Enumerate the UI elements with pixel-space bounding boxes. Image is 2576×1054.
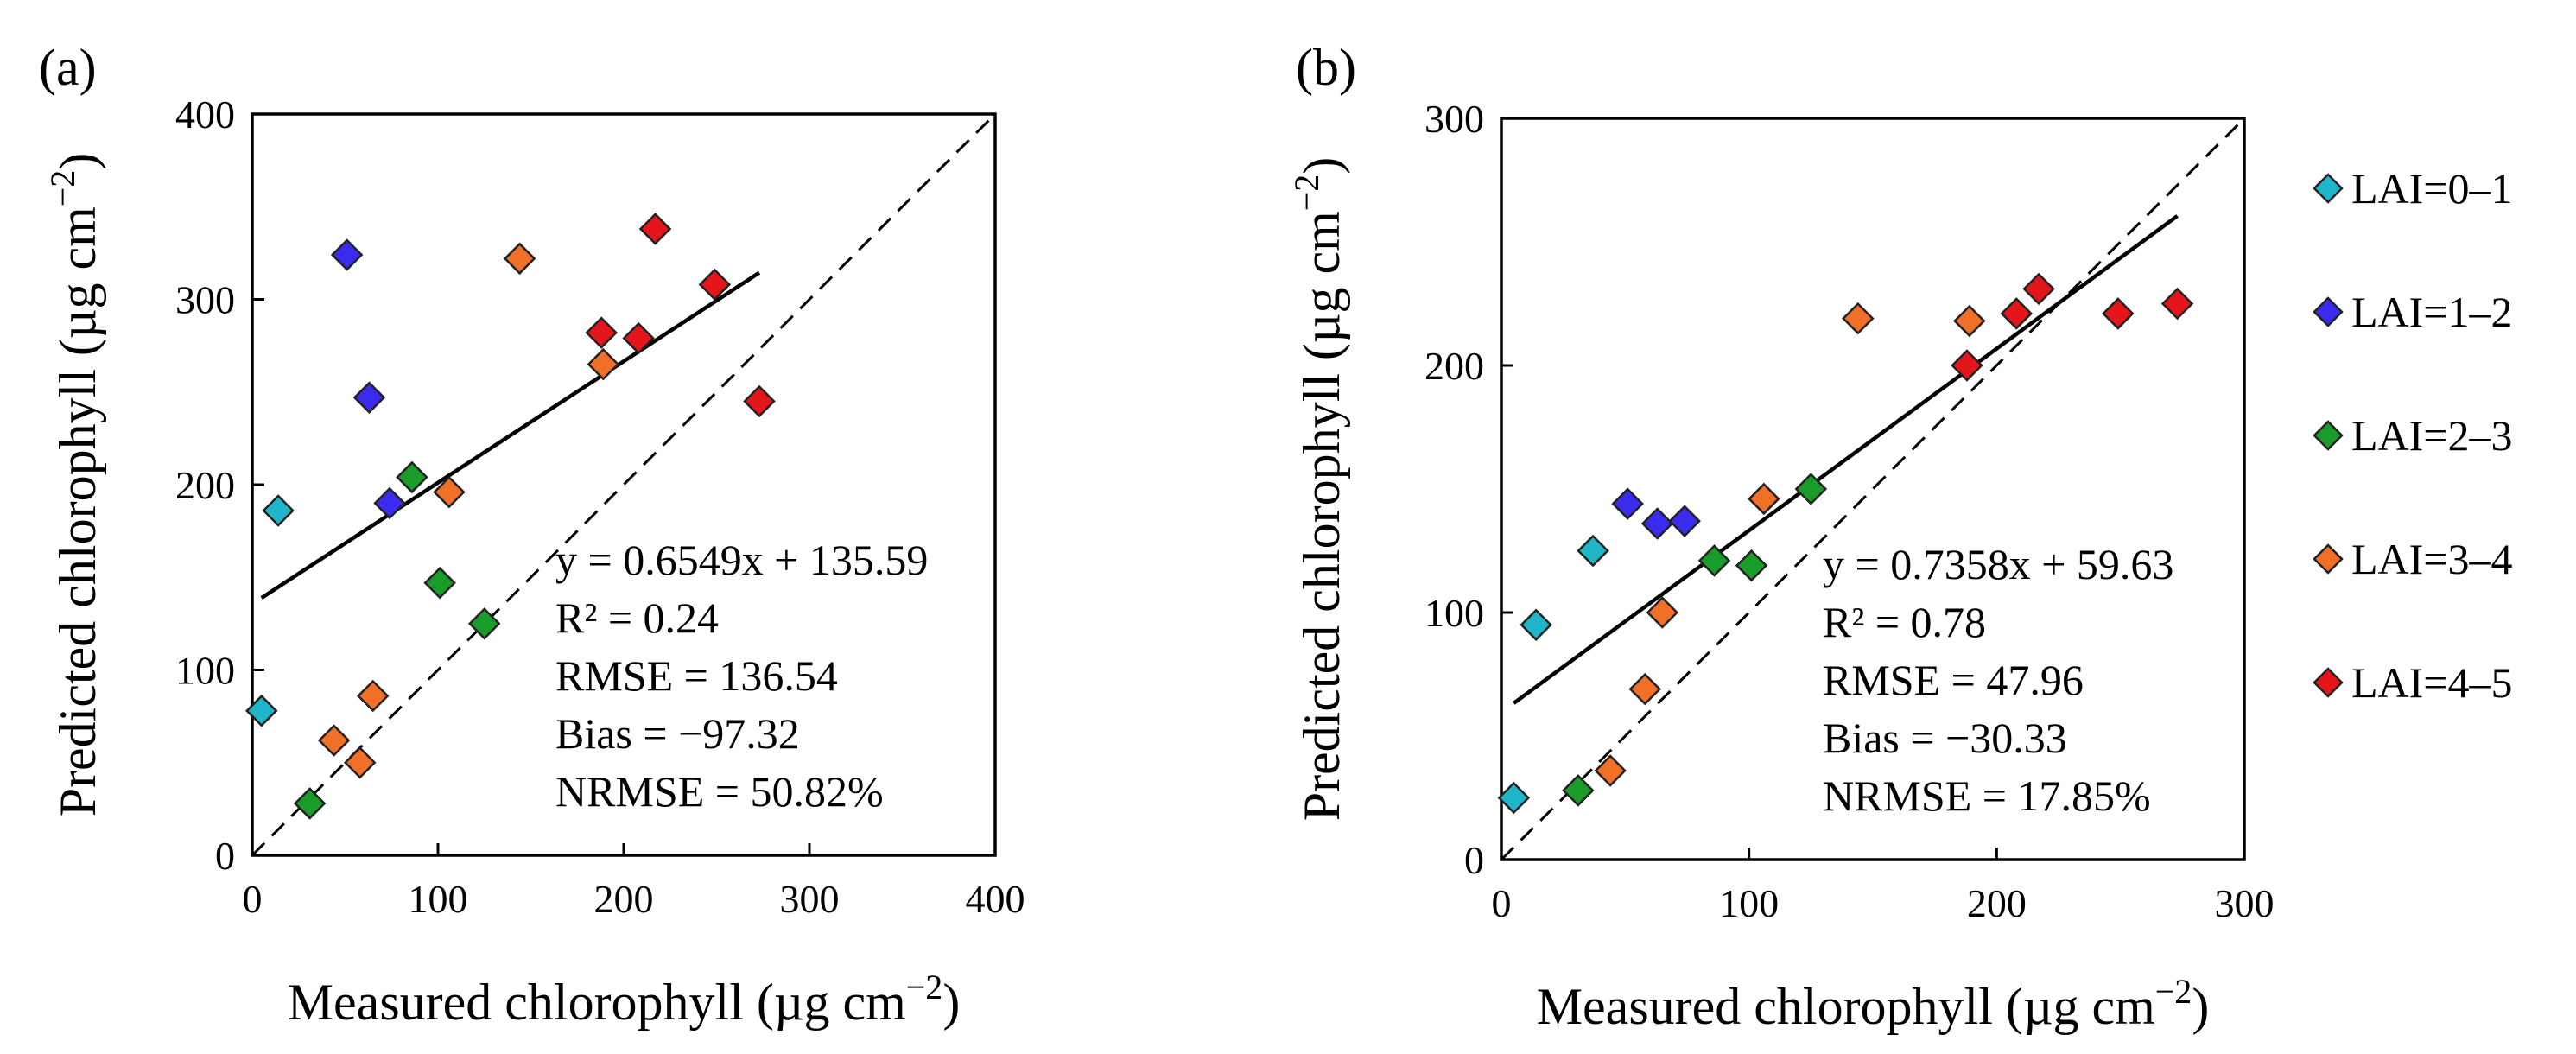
panel-a-y-tick-label: 300 [175, 278, 235, 322]
panel-b-data-point [2022, 272, 2055, 306]
legend-label: LAI=4–5 [2351, 658, 2513, 707]
panel-b-y-axis-title: Predicted chlorophyll (µg cm−2) [1287, 157, 1350, 822]
panel-a-x-tick-label: 100 [409, 877, 468, 921]
panel-a: (a) 0 100 200 300 400 0 100 200 300 400 y = 0.654… [39, 39, 1025, 1031]
panel-a-data-point [638, 213, 672, 245]
panel-b-data-point [1577, 534, 1609, 568]
panel-a-fit-line [260, 270, 761, 600]
panel-a-data-point [343, 746, 377, 779]
panel-a-data-point [587, 347, 620, 381]
panel-b-data-point [1794, 473, 1828, 505]
panel-b-x-tick-label: 300 [2215, 881, 2275, 925]
panel-b-data-point [1646, 596, 1679, 629]
panel-a-x-tick-label: 0 [243, 877, 263, 921]
legend-marker [2313, 420, 2344, 451]
panel-b-y-tick-label: 300 [1424, 97, 1484, 141]
panel-b-x-tick-label: 100 [1719, 881, 1779, 925]
panel-b-stat-equation: y = 0.7358x + 59.63 [1823, 540, 2173, 588]
panel-b-data-point [1735, 549, 1768, 582]
legend-label: LAI=2–3 [2351, 411, 2513, 460]
panel-a-data-point [467, 607, 501, 640]
panel-b-data-point [1497, 781, 1531, 815]
panel-a-stat-r2: R² = 0.24 [555, 594, 719, 642]
panel-a-data-point [352, 381, 386, 414]
panel-b-data-point [1640, 507, 1674, 540]
panel-a-data-point [423, 566, 456, 600]
panel-a-data-point [585, 316, 618, 349]
panel-a-data-point [396, 460, 428, 494]
panel-b-fit-line [1513, 214, 2179, 705]
panel-b-data-point [2102, 297, 2135, 330]
panel-b-data-point [1520, 608, 1552, 642]
panel-a-one-to-one-line [251, 112, 997, 857]
panel-b-data-point [1611, 487, 1644, 520]
panel-a-y-tick-label: 400 [175, 92, 235, 137]
panel-a-y-axis-title: Predicted chlorophyll (µg cm−2) [43, 153, 106, 817]
legend-label: LAI=0–1 [2351, 164, 2513, 213]
panel-b-data-point [1842, 302, 1875, 335]
legend-label: LAI=1–2 [2351, 288, 2513, 336]
panel-b-plot-frame [1500, 117, 2246, 861]
panel-b-stat-rmse: RMSE = 47.96 [1823, 656, 2084, 704]
panel-b-data-point [1748, 482, 1780, 516]
panel-b-marks: 0 100 200 300 0 100 200 300 [1424, 97, 2275, 925]
panel-b-data-point [1697, 544, 1731, 577]
panel-b-one-to-one-line [1500, 117, 2246, 861]
panel-a-stat-equation: y = 0.6549x + 135.59 [555, 536, 928, 584]
panel-b: (b) 0 100 200 300 0 100 200 300 y = 0.7358x + 5… [1287, 39, 2275, 1035]
panel-b-data-point [1951, 349, 1983, 382]
panel-a-stat-nrmse: NRMSE = 50.82% [555, 767, 884, 816]
panel-a-stat-rmse: RMSE = 136.54 [555, 651, 838, 700]
panel-b-x-tick-label: 0 [1492, 881, 1512, 925]
panel-b-data-point [1953, 304, 1986, 338]
panel-a-x-tick-label: 200 [594, 877, 654, 921]
panel-a-data-point [244, 694, 278, 727]
panel-b-x-axis-title: Measured chlorophyll (µg cm−2) [1537, 972, 2210, 1035]
panel-a-stat-bias: Bias = −97.32 [555, 709, 800, 758]
legend: LAI=0–1 LAI=1–2 LAI=2–3 LAI=3–4 LAI=4–5 [2313, 164, 2513, 707]
panel-a-data-point [743, 384, 776, 418]
panel-a-data-point [293, 787, 327, 820]
panel-a-marks: 0 100 200 300 400 0 100 200 300 400 [175, 92, 1025, 921]
panel-a-data-point [330, 238, 364, 271]
panel-b-stat-bias: Bias = −30.33 [1823, 714, 2067, 762]
legend-marker [2313, 173, 2344, 204]
panel-b-stat-nrmse: NRMSE = 17.85% [1823, 771, 2151, 820]
legend-marker [2313, 543, 2344, 575]
panel-a-x-tick-label: 300 [780, 877, 840, 921]
panel-b-data-point [2160, 287, 2194, 321]
panel-b-data-point [1562, 774, 1595, 807]
panel-b-data-point [1628, 672, 1662, 706]
panel-b-data-point [1594, 754, 1627, 787]
panel-a-stats: y = 0.6549x + 135.59 R² = 0.24 RMSE = 13… [555, 536, 928, 816]
panel-a-y-tick-label: 0 [215, 834, 235, 878]
panel-a-data-point [356, 679, 390, 713]
panel-a-data-point [622, 321, 655, 355]
panel-b-data-point [2000, 297, 2034, 330]
panel-a-label: (a) [39, 39, 97, 96]
panel-b-stats: y = 0.7358x + 59.63 R² = 0.78 RMSE = 47.… [1823, 540, 2173, 820]
legend-marker [2313, 296, 2344, 327]
panel-b-y-tick-label: 0 [1464, 838, 1484, 882]
panel-b-y-tick-label: 200 [1424, 344, 1484, 388]
panel-b-stat-r2: R² = 0.78 [1823, 598, 1986, 646]
panel-b-label: (b) [1296, 39, 1356, 96]
panel-a-data-point [503, 242, 536, 276]
panel-a-y-tick-label: 200 [175, 463, 235, 507]
panel-a-x-tick-label: 400 [966, 877, 1025, 921]
panel-b-x-tick-label: 200 [1967, 881, 2027, 925]
panel-a-data-point [317, 724, 351, 757]
panel-a-data-point [433, 475, 466, 509]
panel-a-x-axis-title: Measured chlorophyll (µg cm−2) [288, 968, 961, 1031]
panel-a-data-point [373, 486, 406, 520]
legend-label: LAI=3–4 [2351, 535, 2513, 583]
panel-b-y-tick-label: 100 [1424, 591, 1484, 635]
panel-a-data-point [262, 494, 295, 527]
panel-a-data-point [698, 268, 732, 302]
panel-a-y-tick-label: 100 [175, 649, 235, 693]
panel-b-data-point [1668, 505, 1701, 537]
legend-marker [2313, 667, 2344, 698]
